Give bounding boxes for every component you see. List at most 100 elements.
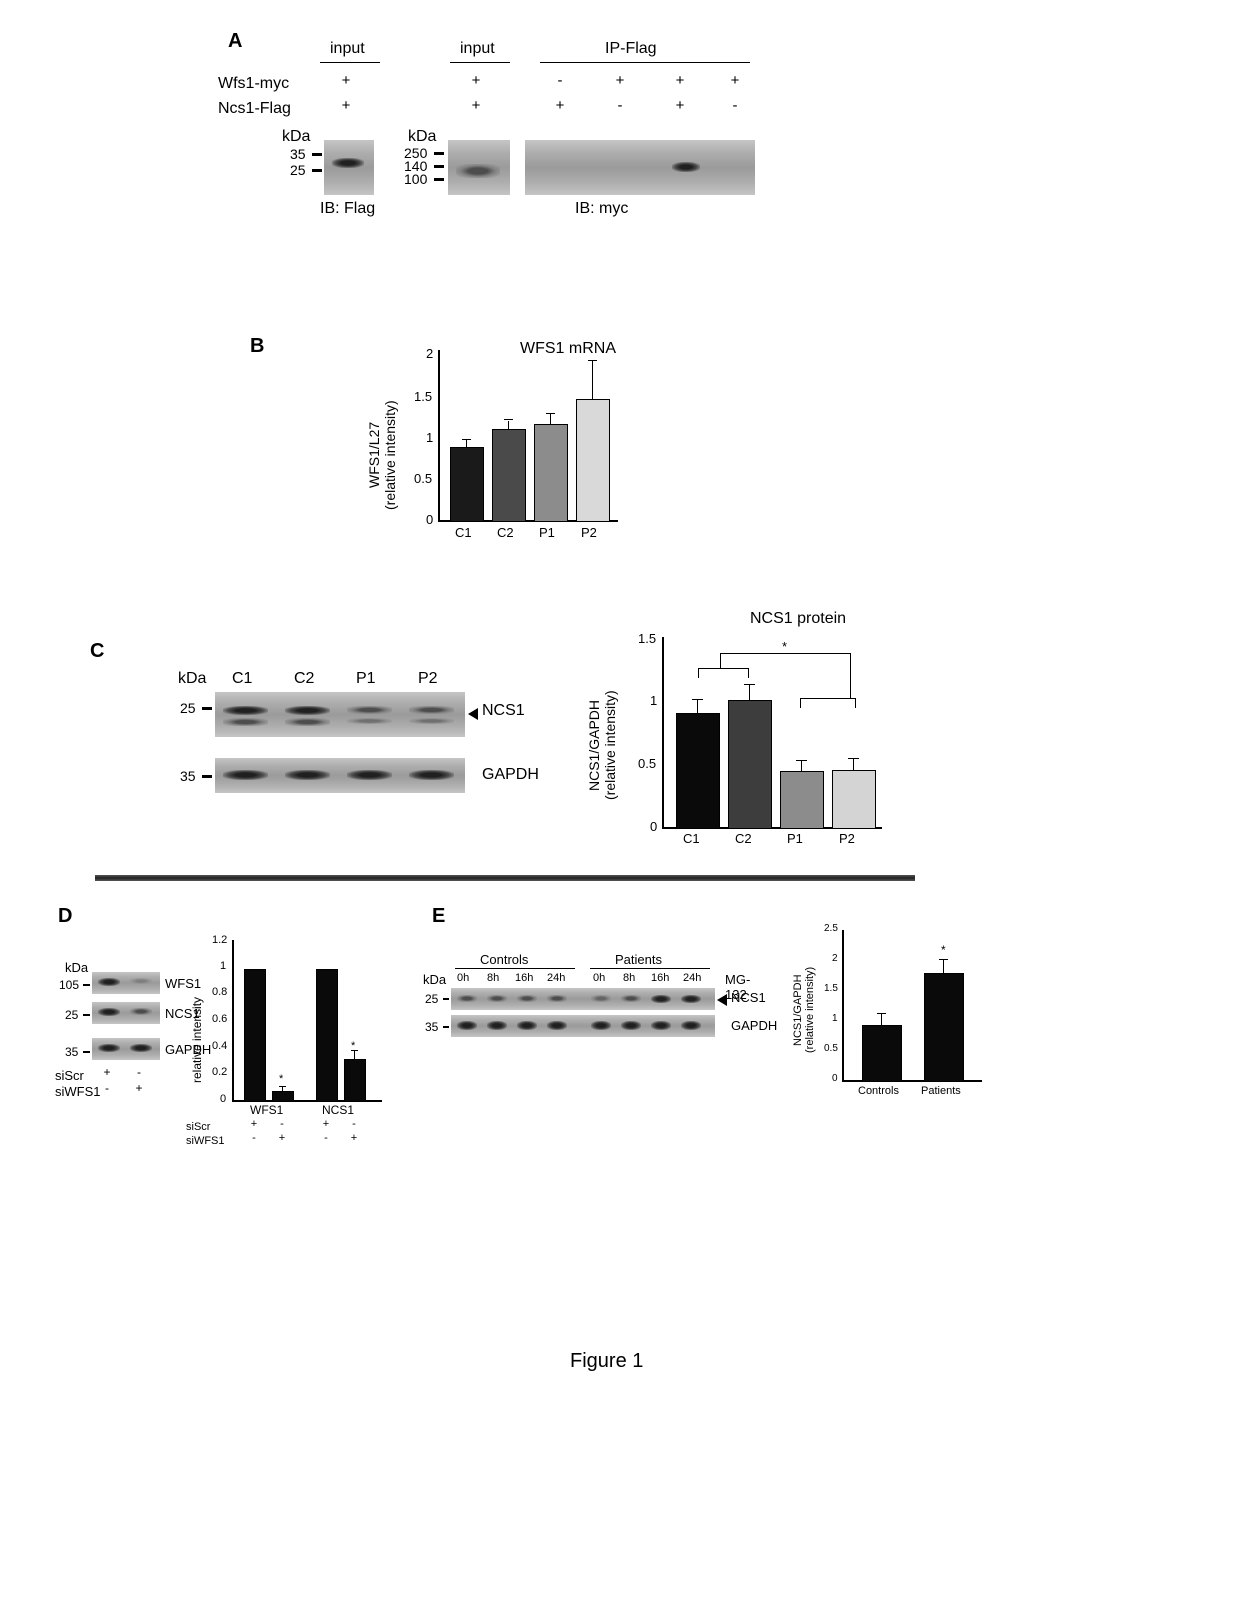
pa-kda-left-label: kDa xyxy=(282,128,310,146)
panel-a-underline-1 xyxy=(320,62,380,63)
pc-kda35: 35 xyxy=(180,768,196,784)
pd-yt3: 0.6 xyxy=(212,1013,227,1025)
pe-arrow xyxy=(717,994,727,1006)
pe-l6: 16h xyxy=(651,972,669,984)
panel-a-underline-3 xyxy=(540,62,750,63)
pd-cc01: - xyxy=(272,1118,292,1130)
pc-lane1: C2 xyxy=(294,670,314,688)
pb-bar-p1 xyxy=(534,424,568,522)
pb-yt3: 1.5 xyxy=(414,389,432,404)
pd-c01: - xyxy=(129,1065,149,1079)
pd-kda: kDa xyxy=(65,960,88,975)
pc-cat0: C1 xyxy=(683,831,700,846)
pc-yt2: 1 xyxy=(650,693,657,708)
pd-c-siscr: siScr xyxy=(186,1121,210,1133)
panel-d-chart: relative intensity 0 0.2 0.4 0.6 0.8 1 1… xyxy=(210,935,410,1155)
pe-bar1 xyxy=(924,973,964,1082)
pe-yt2: 1 xyxy=(832,1013,838,1024)
pc-bar0 xyxy=(676,713,720,830)
pd-bar3 xyxy=(344,1059,366,1102)
pc-lane0: C1 xyxy=(232,670,252,688)
pa-kda-l1: 25 xyxy=(290,162,306,178)
pd-blot-gapdh xyxy=(92,1038,160,1060)
pb-bar-c2 xyxy=(492,429,526,523)
pc-cat3: P2 xyxy=(839,831,855,846)
pe-yt4: 2 xyxy=(832,953,838,964)
pd-blot-wfs1 xyxy=(92,972,160,994)
divider-c-d xyxy=(95,875,915,881)
pe-blot-ncs1 xyxy=(451,988,715,1010)
pe-ncs1: NCS1 xyxy=(731,990,766,1005)
pc-blot-ncs1 xyxy=(215,692,465,737)
pe-yt3: 1.5 xyxy=(824,983,838,994)
pa-r2-v4: + xyxy=(670,97,690,114)
panel-c-label: C xyxy=(90,640,104,663)
pc-cat1: C2 xyxy=(735,831,752,846)
pb-cat3: P2 xyxy=(581,525,597,540)
pa-r2-v0: + xyxy=(336,97,356,114)
panel-a-row2-label: Ncs1-Flag xyxy=(218,100,291,118)
pa-kda-l0: 35 xyxy=(290,146,306,162)
pb-bar-p2 xyxy=(576,399,610,522)
pd-bar0 xyxy=(244,969,266,1102)
pd-siscr: siScr xyxy=(55,1068,84,1083)
pc-blot-gapdh xyxy=(215,758,465,793)
pd-cc12: - xyxy=(316,1132,336,1144)
pa-ib-flag: IB: Flag xyxy=(320,200,375,218)
pa-r2-v1: + xyxy=(466,97,486,114)
pd-g1: NCS1 xyxy=(322,1103,354,1117)
pa-blot-myc-input xyxy=(448,140,510,195)
pb-bar-c1 xyxy=(450,447,484,522)
pe-kda: kDa xyxy=(423,972,446,987)
pe-k25: 25 xyxy=(425,992,438,1006)
pd-k25: 25 xyxy=(65,1008,78,1022)
pa-blot-flag xyxy=(324,140,374,195)
pa-kda-r2: 100 xyxy=(404,171,427,187)
pc-yt3: 1.5 xyxy=(638,631,656,646)
pc-kda25: 25 xyxy=(180,700,196,716)
pd-cc10: - xyxy=(244,1132,264,1144)
pc-title: NCS1 protein xyxy=(750,610,846,628)
panel-a-header-input2: input xyxy=(460,40,495,58)
pd-bar2 xyxy=(316,969,338,1102)
panel-c-chart: NCS1 protein NCS1/GAPDH(relative intensi… xyxy=(620,615,920,850)
pe-yt1: 0.5 xyxy=(824,1043,838,1054)
pd-k35: 35 xyxy=(65,1045,78,1059)
pc-lane2: P1 xyxy=(356,670,376,688)
pe-gh0: Controls xyxy=(480,952,528,967)
pb-cat1: C2 xyxy=(497,525,514,540)
pe-cat0: Controls xyxy=(858,1085,899,1097)
pd-yt5: 1 xyxy=(220,960,226,972)
pc-ncs1-label: NCS1 xyxy=(482,702,525,720)
panel-a-header-ipflag: IP-Flag xyxy=(605,40,657,58)
pe-l5: 8h xyxy=(623,972,635,984)
pb-ylabel: WFS1/L27(relative intensity) xyxy=(366,380,398,530)
panel-d-label: D xyxy=(58,905,72,928)
pa-blot-myc-ip xyxy=(525,140,755,195)
pa-ib-myc: IB: myc xyxy=(575,200,628,218)
pe-cat1: Patients xyxy=(921,1085,961,1097)
panel-a-underline-2 xyxy=(450,62,510,63)
pa-r1-v3: + xyxy=(610,72,630,89)
pd-sig3: * xyxy=(351,1040,355,1052)
pe-l4: 0h xyxy=(593,972,605,984)
pd-bar1 xyxy=(272,1091,294,1102)
panel-b-label: B xyxy=(250,335,264,358)
pd-cc13: + xyxy=(344,1132,364,1144)
pa-r2-v3: - xyxy=(610,97,630,114)
panel-e-label: E xyxy=(432,905,445,928)
panel-a-header-input1: input xyxy=(330,40,365,58)
pd-c-siwfs1: siWFS1 xyxy=(186,1135,225,1147)
pd-sig1: * xyxy=(279,1073,283,1085)
pd-yt2: 0.4 xyxy=(212,1040,227,1052)
pd-blot-ncs1 xyxy=(92,1002,160,1024)
pe-yt0: 0 xyxy=(832,1073,838,1084)
pd-yt6: 1.2 xyxy=(212,934,227,946)
pd-cc02: + xyxy=(316,1118,336,1130)
pa-r2-v5: - xyxy=(725,97,745,114)
pe-gapdh: GAPDH xyxy=(731,1018,777,1033)
pe-ylabel: NCS1/GAPDH(relative intensity) xyxy=(792,940,816,1080)
pe-sig: * xyxy=(941,943,946,957)
pe-bar0 xyxy=(862,1025,902,1082)
pd-g0: WFS1 xyxy=(250,1103,283,1117)
